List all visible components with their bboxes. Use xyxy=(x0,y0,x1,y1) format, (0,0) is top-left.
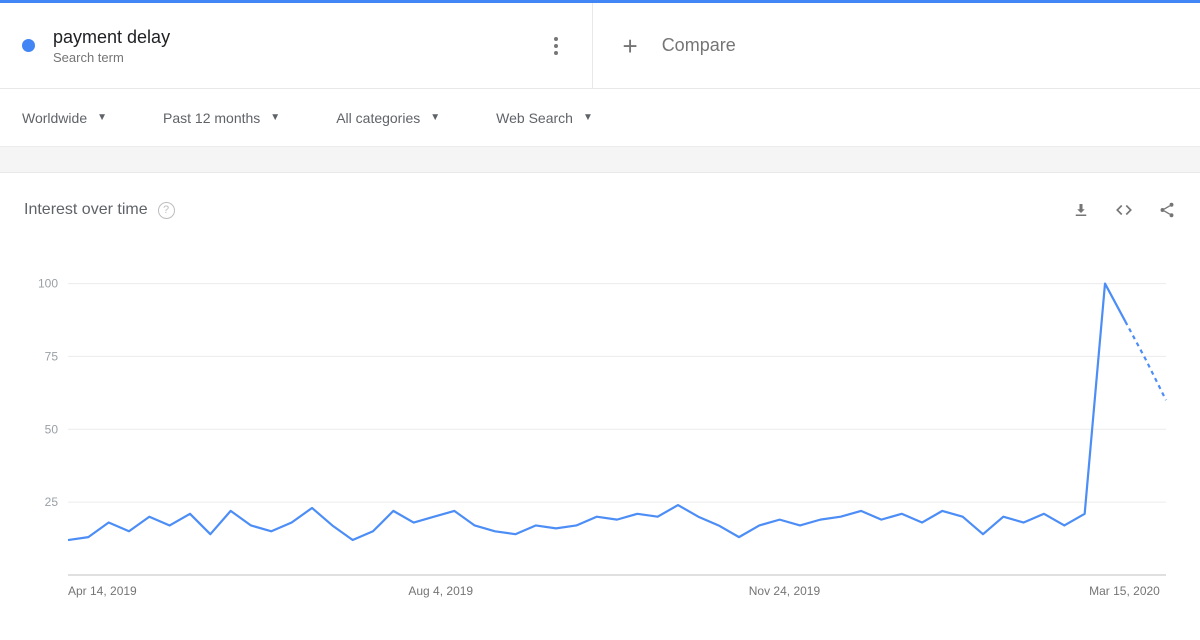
filter-category-label: All categories xyxy=(336,110,420,126)
filter-timeframe[interactable]: Past 12 months ▼ xyxy=(163,110,280,126)
filter-region[interactable]: Worldwide ▼ xyxy=(22,110,107,126)
search-term-sub: Search term xyxy=(53,50,170,65)
filter-search-type-label: Web Search xyxy=(496,110,573,126)
compare-label: Compare xyxy=(662,35,736,56)
chevron-down-icon: ▼ xyxy=(270,112,280,123)
filter-category[interactable]: All categories ▼ xyxy=(336,110,440,126)
download-icon[interactable] xyxy=(1072,201,1090,219)
separator-strip xyxy=(0,147,1200,173)
term-menu-button[interactable] xyxy=(544,34,568,58)
compare-button[interactable]: + Compare xyxy=(593,3,1200,89)
filter-bar: Worldwide ▼ Past 12 months ▼ All categor… xyxy=(0,89,1200,147)
interest-over-time-card: Interest over time ? 25 50 75 100 Apr 14, 20… xyxy=(0,173,1200,627)
search-term-card[interactable]: payment delay Search term xyxy=(0,3,593,89)
search-term-label: payment delay xyxy=(53,27,170,48)
chevron-down-icon: ▼ xyxy=(97,112,107,123)
svg-text:25: 25 xyxy=(45,495,59,509)
svg-text:Nov 24, 2019: Nov 24, 2019 xyxy=(749,584,821,598)
svg-text:Aug 4, 2019: Aug 4, 2019 xyxy=(408,584,473,598)
svg-text:Mar 15, 2020: Mar 15, 2020 xyxy=(1089,584,1160,598)
svg-text:75: 75 xyxy=(45,349,59,363)
filter-region-label: Worldwide xyxy=(22,110,87,126)
plus-icon: + xyxy=(623,33,638,59)
card-title: Interest over time xyxy=(24,201,148,219)
kebab-icon xyxy=(554,37,558,41)
embed-icon[interactable] xyxy=(1114,201,1134,219)
svg-text:Apr 14, 2019: Apr 14, 2019 xyxy=(68,584,137,598)
filter-timeframe-label: Past 12 months xyxy=(163,110,260,126)
share-icon[interactable] xyxy=(1158,201,1176,219)
interest-line-chart: 25 50 75 100 Apr 14, 2019 Aug 4, 2019 Nov 24, … xyxy=(24,263,1176,609)
filter-search-type[interactable]: Web Search ▼ xyxy=(496,110,593,126)
term-color-dot xyxy=(22,39,35,52)
svg-text:50: 50 xyxy=(45,422,59,436)
chevron-down-icon: ▼ xyxy=(430,112,440,123)
help-icon[interactable]: ? xyxy=(158,202,175,219)
chevron-down-icon: ▼ xyxy=(583,112,593,123)
svg-text:100: 100 xyxy=(38,277,58,291)
